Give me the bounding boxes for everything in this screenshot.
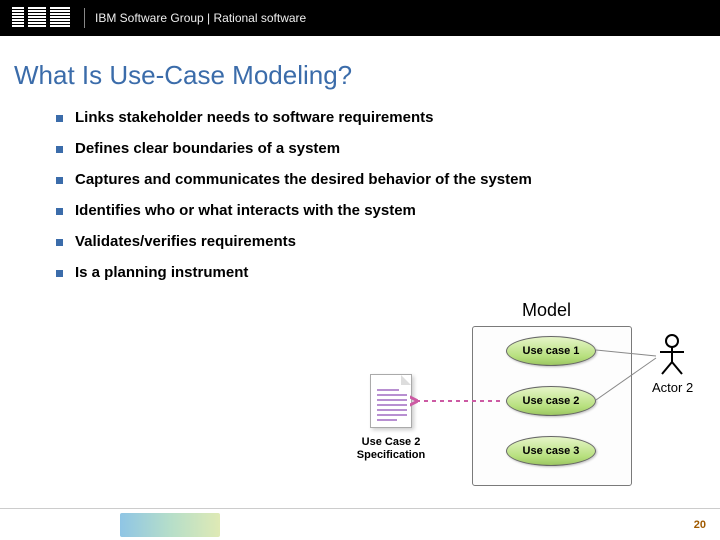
model-title: Model [522,300,571,321]
bullet-text: Captures and communicates the desired be… [75,171,532,188]
usecase-label: Use case 2 [523,395,580,407]
actor-connectors [596,344,658,464]
list-item: Captures and communicates the desired be… [56,171,700,188]
bullet-text: Is a planning instrument [75,264,248,281]
page-number: 20 [694,519,706,531]
footer-art [120,513,220,537]
actor-label: Actor 2 [652,380,693,395]
list-item: Identifies who or what interacts with th… [56,202,700,219]
bullet-list: Links stakeholder needs to software requ… [56,109,700,281]
document-caption: Use Case 2 Specification [346,436,436,462]
ibm-logo [12,7,70,29]
bullet-icon [56,146,63,153]
model-diagram: Model Use case 1 Use case 2 Use case 3 A… [260,300,700,500]
actor-icon [658,334,686,376]
list-item: Is a planning instrument [56,264,700,281]
usecase-ellipse: Use case 1 [506,336,596,366]
header-bar: IBM Software Group | Rational software [0,0,720,36]
bullet-icon [56,239,63,246]
footer-bar: 20 [0,508,720,540]
bullet-icon [56,208,63,215]
doc-caption-l1: Use Case 2 Specification [357,436,425,461]
page-title: What Is Use-Case Modeling? [14,60,720,91]
document-fold [401,375,411,385]
list-item: Links stakeholder needs to software requ… [56,109,700,126]
document-icon [370,374,412,428]
header-divider [84,8,85,28]
bullet-icon [56,115,63,122]
usecase-label: Use case 1 [523,345,580,357]
bullet-icon [56,270,63,277]
list-item: Defines clear boundaries of a system [56,140,700,157]
header-text: IBM Software Group | Rational software [95,11,306,25]
bullet-text: Links stakeholder needs to software requ… [75,109,433,126]
bullet-text: Identifies who or what interacts with th… [75,202,416,219]
bullet-text: Validates/verifies requirements [75,233,296,250]
usecase-label: Use case 3 [523,445,580,457]
list-item: Validates/verifies requirements [56,233,700,250]
usecase-ellipse: Use case 2 [506,386,596,416]
bullet-icon [56,177,63,184]
usecase-ellipse: Use case 3 [506,436,596,466]
bullet-text: Defines clear boundaries of a system [75,140,340,157]
dashed-arrow [410,392,506,410]
